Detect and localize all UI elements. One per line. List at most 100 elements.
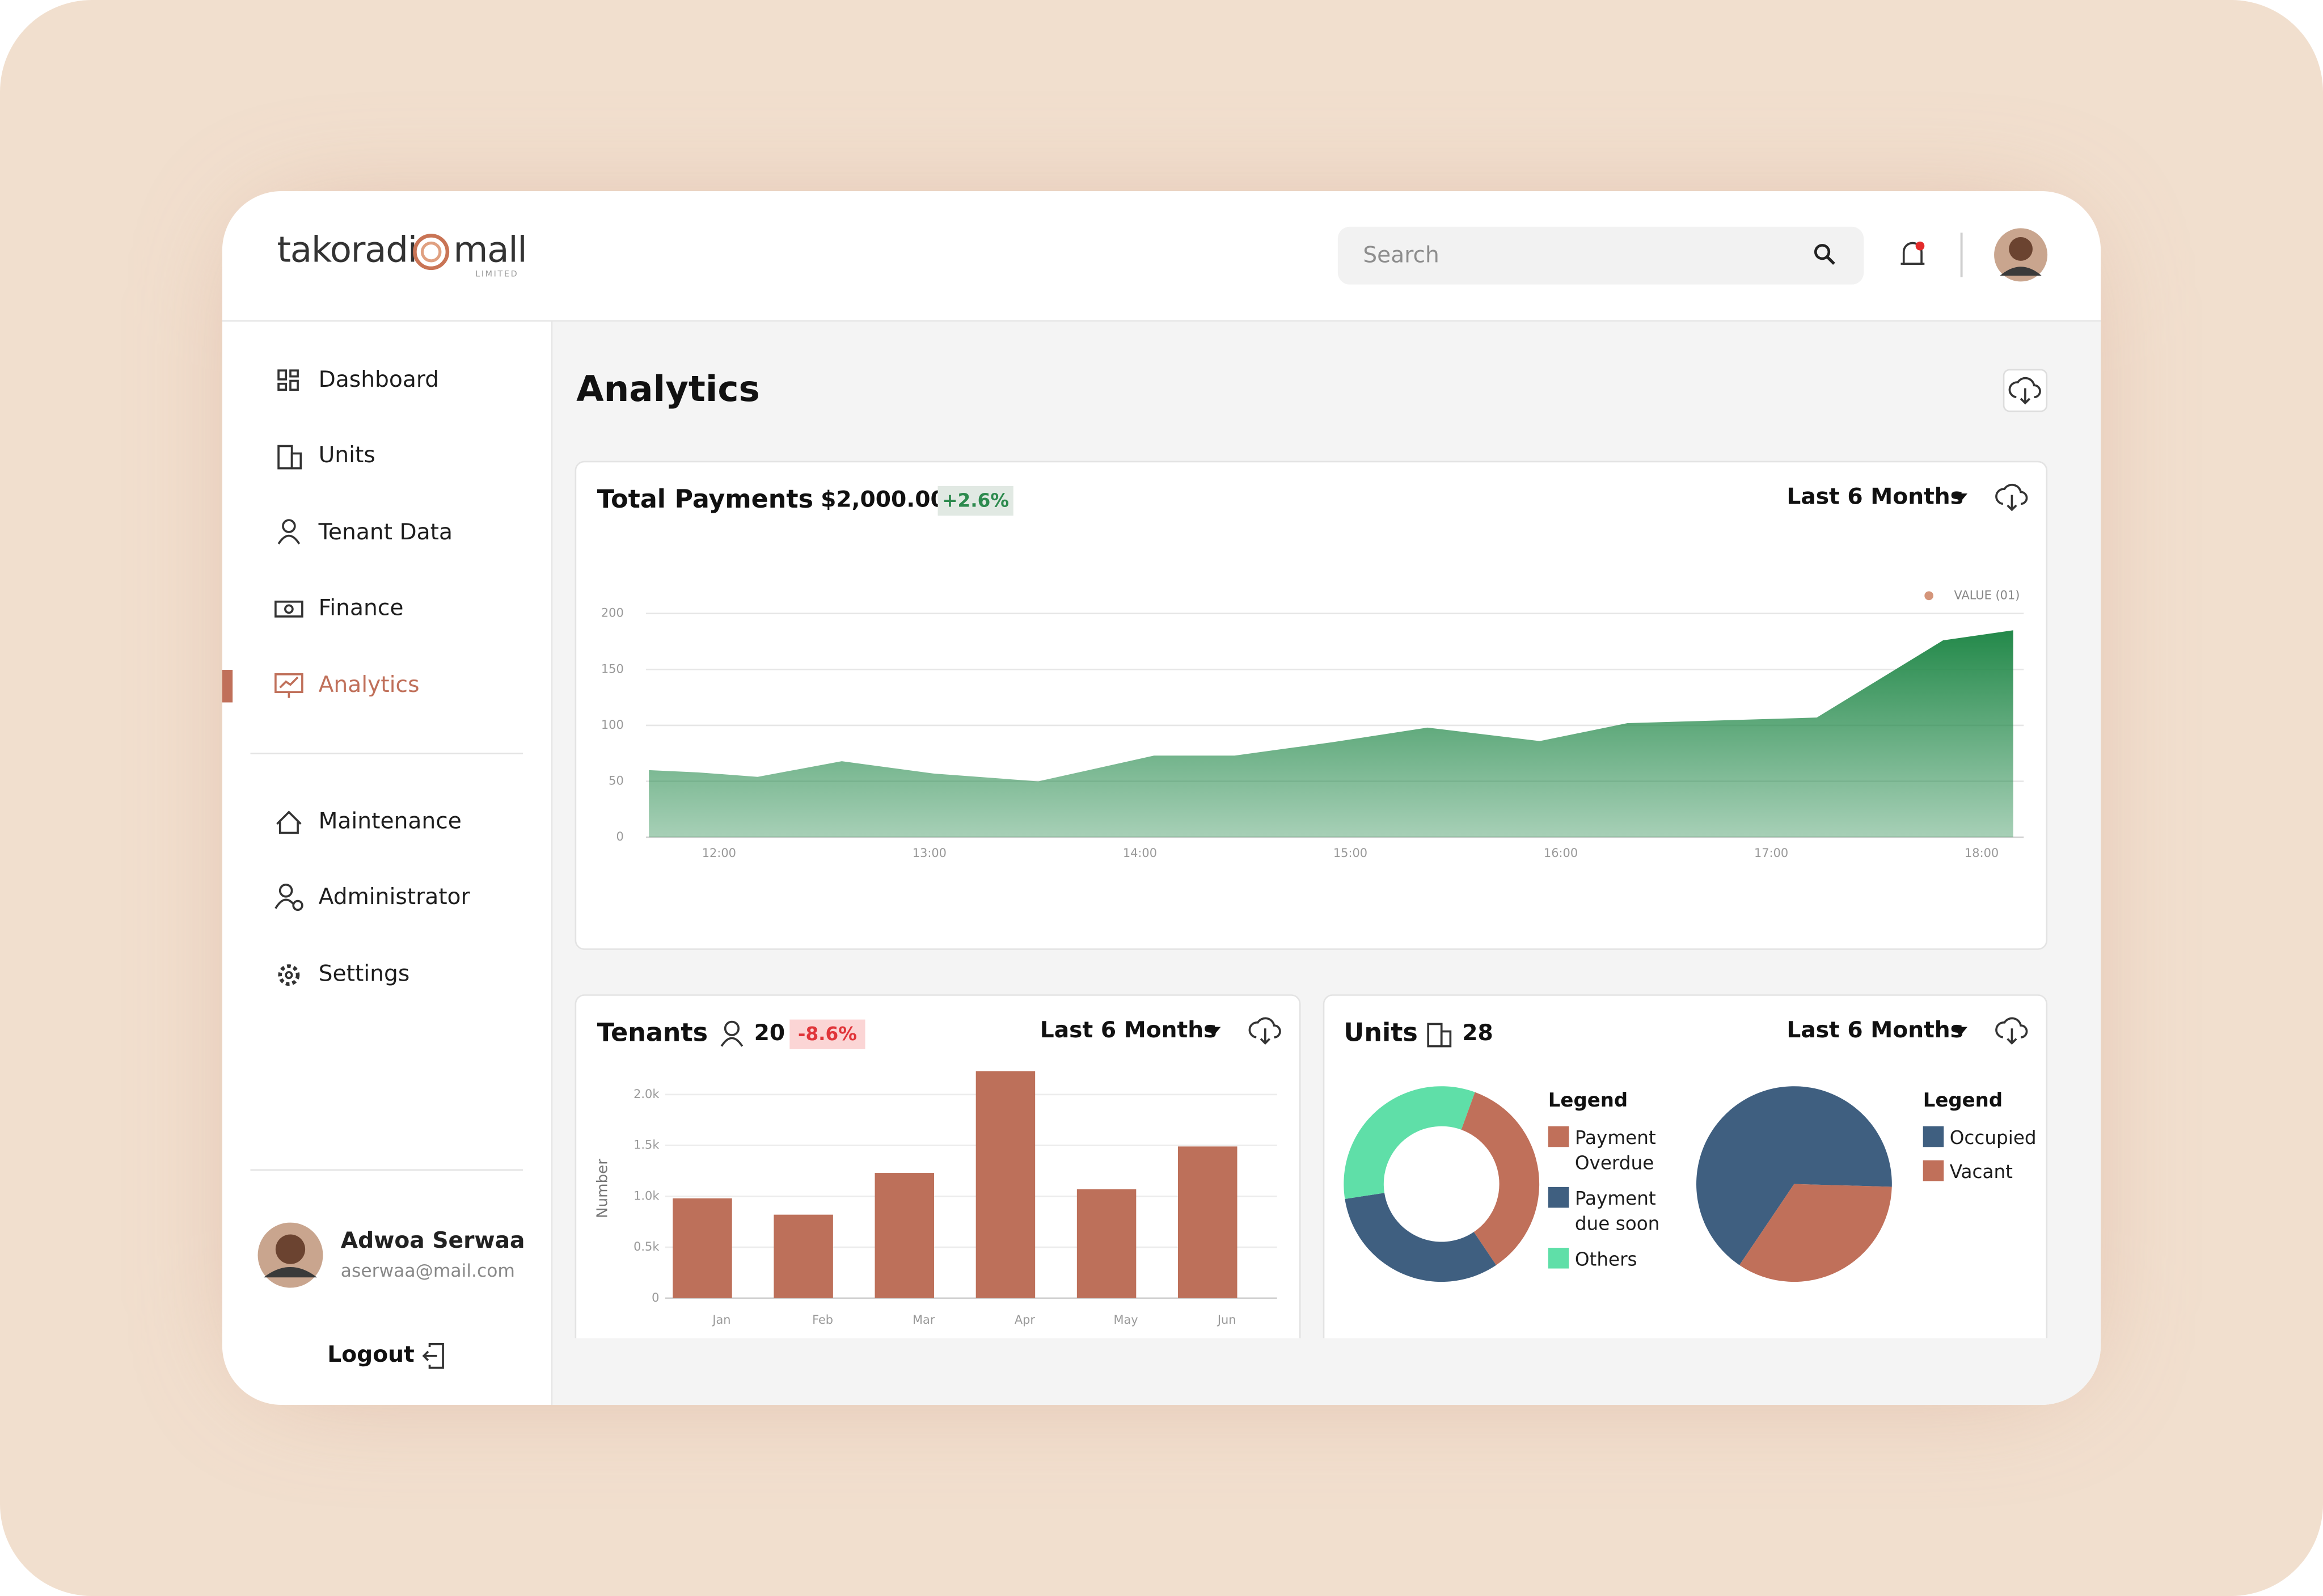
nav-icon: [284, 604, 294, 614]
unit-count: 28: [1462, 1020, 1493, 1046]
bell-icon[interactable]: [1902, 242, 1923, 265]
y-tick-label: 0.5k: [633, 1240, 660, 1253]
search-box[interactable]: Search: [1337, 226, 1864, 285]
nav-analytics[interactable]: Analytics: [222, 669, 420, 703]
x-tick-label: 14:00: [1123, 846, 1157, 860]
period-label[interactable]: Last 6 Months: [1040, 1017, 1217, 1043]
nav-label[interactable]: Analytics: [319, 672, 420, 698]
change-value: -8.6%: [798, 1023, 857, 1045]
card-title: Total Payments: [597, 485, 813, 514]
page-title: Analytics: [576, 368, 760, 409]
legend-label: Payment due soon: [1574, 1187, 1660, 1235]
search-icon[interactable]: [1814, 244, 1831, 260]
nav-administrator[interactable]: Administrator: [274, 884, 471, 911]
period-dropdown[interactable]: Last 6 Months: [1040, 1017, 1221, 1043]
tenant-count: 20: [754, 1020, 785, 1046]
nav-settings[interactable]: Settings: [278, 961, 410, 987]
download-icon: [2008, 377, 2041, 405]
download-icon[interactable]: [1248, 1017, 1281, 1045]
nav-label[interactable]: Administrator: [319, 884, 471, 910]
card-title: Units: [1344, 1019, 1418, 1048]
nav-maintenance[interactable]: Maintenance: [276, 809, 462, 834]
y-tick-label: 0: [652, 1291, 659, 1304]
nav-label[interactable]: Maintenance: [319, 809, 462, 834]
nav-icon: [292, 900, 303, 911]
tenants-chart: 0 0.5k 1.0k 1.5k 2.0k Number Jan Feb Mar Apr May Ju…: [594, 1071, 1277, 1327]
nav-dashboard[interactable]: Dashboard: [277, 367, 440, 392]
legend-swatch: [1548, 1187, 1569, 1208]
period-label[interactable]: Last 6 Months: [1786, 484, 1963, 509]
legend-label: Occupied: [1949, 1126, 2037, 1149]
nav-label[interactable]: Settings: [319, 961, 410, 987]
legend-swatch: [1548, 1247, 1569, 1269]
legend-label: Others: [1574, 1247, 1637, 1270]
y-tick-label: 2.0k: [633, 1087, 660, 1101]
user-profile[interactable]: Adwoa Serwaa aserwaa@mail.com: [257, 1222, 525, 1288]
nav-icon: [289, 379, 299, 391]
nav-units[interactable]: Units: [277, 442, 375, 470]
x-tick-label: Mar: [913, 1313, 935, 1327]
search-field[interactable]: [1337, 226, 1864, 285]
legend-title: Legend: [1548, 1089, 1628, 1112]
period-label[interactable]: Last 6 Months: [1786, 1017, 1963, 1043]
header-avatar[interactable]: [1994, 228, 2048, 282]
nav-icon: [277, 369, 287, 381]
logo-mark: [413, 234, 450, 271]
logo-subtext: LIMITED: [475, 269, 518, 278]
nav-label[interactable]: Units: [319, 442, 375, 468]
logout[interactable]: Logout: [327, 1342, 444, 1369]
search-placeholder: Search: [1363, 243, 1439, 268]
nav-finance[interactable]: Finance: [274, 595, 404, 620]
x-tick-label: 16:00: [1544, 846, 1578, 860]
y-tick-label: 1.0k: [633, 1189, 660, 1202]
bar: [1177, 1146, 1237, 1298]
nav-label[interactable]: Tenant Data: [318, 520, 453, 545]
nav-icon: [277, 382, 287, 391]
download-icon[interactable]: [1995, 483, 2028, 512]
x-tick-label: 12:00: [702, 846, 736, 860]
legend-label: Vacant: [1949, 1160, 2013, 1183]
pie-slice: [1739, 1184, 1892, 1282]
change-badge: [937, 486, 1013, 516]
nav-label[interactable]: Finance: [319, 595, 404, 620]
nav-icon: [274, 600, 303, 618]
nav-icon: [282, 519, 296, 533]
download-icon[interactable]: [1995, 1017, 2028, 1045]
period-dropdown[interactable]: Last 6 Months: [1786, 484, 1968, 509]
dropdown-arrow: [1952, 1027, 1968, 1036]
pie-slice: [1696, 1086, 1892, 1265]
notifications[interactable]: [1900, 241, 1925, 265]
donut-slice: [1344, 1086, 1475, 1200]
x-tick-label: Jun: [1217, 1313, 1236, 1327]
nav-icon: [278, 964, 300, 986]
legend-marker: [1924, 591, 1933, 601]
x-tick-label: Jan: [711, 1313, 730, 1327]
payments-amount: $2,000.00: [821, 487, 946, 513]
legend-item: Vacant: [1949, 1160, 2013, 1183]
y-axis-label: Number: [594, 1159, 611, 1218]
active-indicator: [222, 669, 233, 703]
nav-icon: [289, 369, 299, 378]
x-tick-label: 17:00: [1754, 846, 1788, 860]
nav-icon: [277, 534, 301, 544]
nav-tenant-data[interactable]: Tenant Data: [277, 519, 453, 545]
logout-icon[interactable]: [422, 1342, 444, 1369]
payments-chart: 0 50 100 150 200 12:00 13:00 14:00 15:00 16:00 17:…: [601, 588, 2024, 860]
logout-label[interactable]: Logout: [327, 1342, 414, 1367]
nav-label[interactable]: Dashboard: [319, 367, 440, 392]
avatar-face: [275, 1234, 306, 1264]
area: [649, 630, 2013, 838]
change-value: +2.6%: [942, 489, 1009, 511]
legend-label: Payment Overdue: [1574, 1126, 1656, 1174]
units-chart: Legend Payment Overdue Payment due soon Oth…: [1344, 1086, 2037, 1282]
legend-item: Others: [1574, 1247, 1637, 1270]
logo-text: mall: [453, 229, 526, 270]
logo[interactable]: takoradi mall LIMITED: [277, 229, 527, 278]
legend-swatch: [1923, 1160, 1944, 1181]
y-tick-label: 200: [601, 606, 624, 620]
y-tick-label: 0: [616, 830, 623, 843]
period-dropdown[interactable]: Last 6 Months: [1786, 1017, 1968, 1043]
download-button[interactable]: [2003, 369, 2048, 412]
